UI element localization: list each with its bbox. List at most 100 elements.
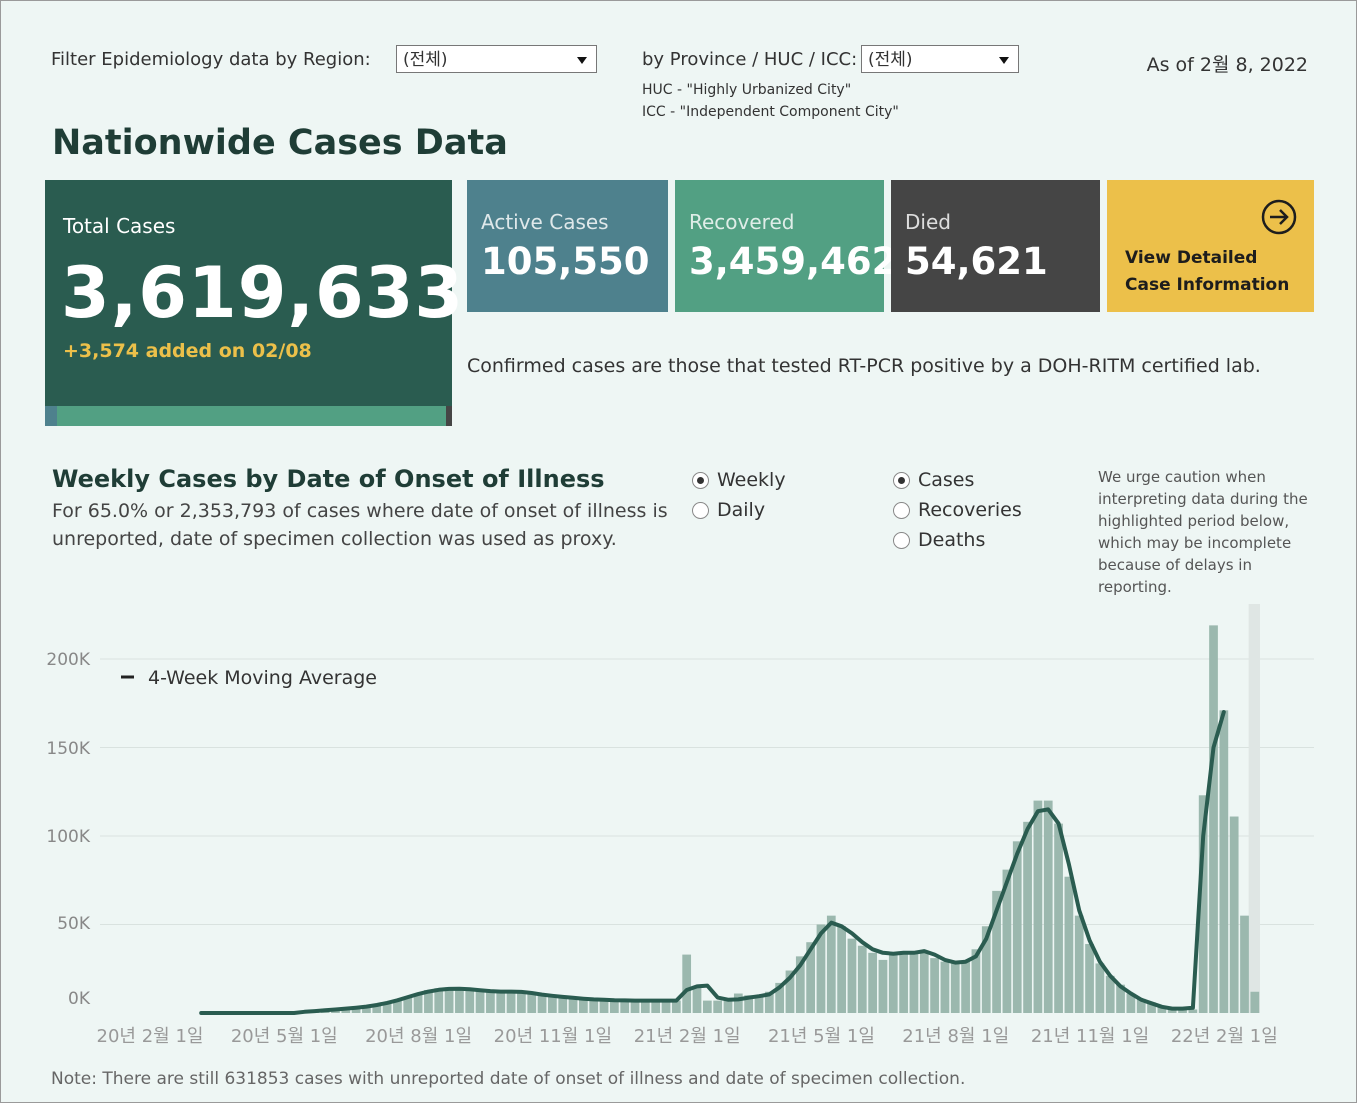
chart-bar — [1043, 800, 1053, 1013]
chart-bar — [372, 1004, 382, 1013]
chart-bar — [1012, 841, 1022, 1013]
footnote: Note: There are still 631853 cases with … — [51, 1069, 966, 1089]
chart-bar — [950, 963, 960, 1013]
view-detailed-button[interactable]: View Detailed Case Information — [1107, 180, 1314, 312]
radio-deaths-label: Deaths — [918, 529, 986, 551]
province-select[interactable]: (전체) — [861, 45, 1019, 73]
chart-bar — [888, 952, 898, 1013]
radio-daily[interactable]: Daily — [692, 499, 765, 521]
x-tick-label: 20년 11월 1일 — [494, 1026, 612, 1047]
chart-bar — [651, 1000, 661, 1013]
chart-bar — [548, 996, 557, 1013]
radio-recoveries[interactable]: Recoveries — [893, 499, 1022, 521]
radio-weekly-label: Weekly — [717, 469, 786, 491]
chart-bar — [1198, 795, 1208, 1013]
recovered-value: 3,459,462 — [689, 240, 898, 283]
chevron-down-icon — [577, 57, 587, 64]
icc-note: ICC - "Independent Component City" — [642, 104, 899, 120]
y-tick-label: 50K — [57, 914, 91, 934]
chart-bar — [1219, 710, 1229, 1013]
chart-bar — [413, 993, 423, 1013]
chart-bar — [403, 997, 413, 1013]
active-cases-value: 105,550 — [481, 240, 650, 283]
caution-note: We urge caution when interpreting data d… — [1098, 468, 1308, 596]
chart-bar — [723, 1000, 733, 1013]
chart-bar — [899, 952, 908, 1013]
chart-bar — [620, 1000, 630, 1013]
chart-bar — [733, 993, 743, 1013]
chart-bar — [981, 926, 991, 1013]
chart-bar — [527, 993, 537, 1013]
chart-bar — [785, 970, 795, 1013]
chart-bar — [940, 961, 950, 1013]
radio-deaths[interactable]: Deaths — [893, 529, 985, 551]
died-label: Died — [905, 210, 951, 234]
chart-bar — [764, 991, 774, 1013]
chart-bar — [424, 989, 433, 1013]
chart-bar — [1023, 821, 1032, 1013]
total-cases-label: Total Cases — [63, 214, 176, 238]
chart-bar — [568, 997, 578, 1013]
chart-bar — [1229, 816, 1239, 1013]
chart-bar — [806, 942, 816, 1013]
total-card-stripe-recovered — [57, 406, 446, 426]
chart-bar — [1136, 998, 1146, 1013]
chart-bar — [589, 999, 599, 1013]
total-added-text: +3,574 added on 02/08 — [63, 340, 312, 362]
view-detailed-label-2: Case Information — [1125, 275, 1290, 295]
chart-y-axis: 0K 50K 100K 150K 200K — [46, 650, 90, 1009]
chart-bar — [1157, 1005, 1167, 1013]
province-select-value: (전체) — [868, 50, 913, 70]
chart-bar — [930, 958, 939, 1013]
chart-bar — [992, 890, 1001, 1013]
huc-note: HUC - "Highly Urbanized City" — [642, 82, 852, 98]
radio-unchecked-icon — [893, 531, 910, 549]
chart-bar — [1209, 625, 1218, 1013]
chart-bar — [1126, 993, 1136, 1013]
chart-bar — [661, 1000, 671, 1013]
chart-bar — [1250, 991, 1260, 1013]
x-tick-label: 21년 8월 1일 — [902, 1026, 1009, 1047]
region-select[interactable]: (전체) — [396, 45, 597, 73]
chart-bar — [847, 938, 857, 1013]
x-tick-label: 21년 11월 1일 — [1031, 1026, 1149, 1047]
chart-bar — [455, 988, 464, 1013]
region-select-value: (전체) — [403, 50, 448, 70]
chart-bar — [1085, 943, 1094, 1013]
total-card-stripe-active — [45, 406, 57, 426]
view-detailed-label-1: View Detailed — [1125, 248, 1258, 268]
y-tick-label: 150K — [46, 739, 90, 759]
x-tick-label: 21년 2월 1일 — [634, 1026, 741, 1047]
y-tick-label: 0K — [68, 989, 91, 1009]
chart-bar — [465, 989, 475, 1013]
chart-bar — [909, 952, 919, 1013]
chart-bar — [816, 924, 826, 1013]
total-cases-card: Total Cases 3,619,633 +3,574 added on 02… — [45, 180, 463, 426]
chart-bar — [868, 952, 877, 1013]
region-filter-label: Filter Epidemiology data by Region: — [51, 49, 371, 70]
x-tick-label: 20년 5월 1일 — [231, 1026, 338, 1047]
total-card-stripe-died — [446, 406, 452, 426]
radio-recoveries-label: Recoveries — [918, 499, 1022, 521]
page-title: Nationwide Cases Data — [52, 123, 508, 163]
highlight-period — [1248, 604, 1260, 1013]
recovered-card: Recovered 3,459,462 — [675, 180, 897, 312]
highlight-band — [1248, 604, 1260, 1013]
radio-checked-icon — [692, 471, 709, 489]
chart-bar — [579, 998, 588, 1013]
chart-bar — [1002, 869, 1012, 1013]
radio-weekly[interactable]: Weekly — [692, 469, 786, 491]
as-of-date: As of 2월 8, 2022 — [1146, 54, 1308, 76]
chart-bar — [599, 999, 609, 1013]
x-tick-label: 20년 8월 1일 — [365, 1026, 472, 1047]
radio-cases[interactable]: Cases — [893, 469, 974, 491]
chart-bar — [609, 1000, 619, 1013]
chart-bar — [558, 997, 568, 1013]
section-title: Weekly Cases by Date of Onset of Illness — [52, 465, 605, 493]
died-value: 54,621 — [905, 240, 1048, 283]
chart-bar — [702, 1000, 712, 1013]
chart-bar — [919, 951, 929, 1013]
chart-bar — [640, 1000, 650, 1013]
radio-unchecked-icon — [893, 501, 910, 519]
